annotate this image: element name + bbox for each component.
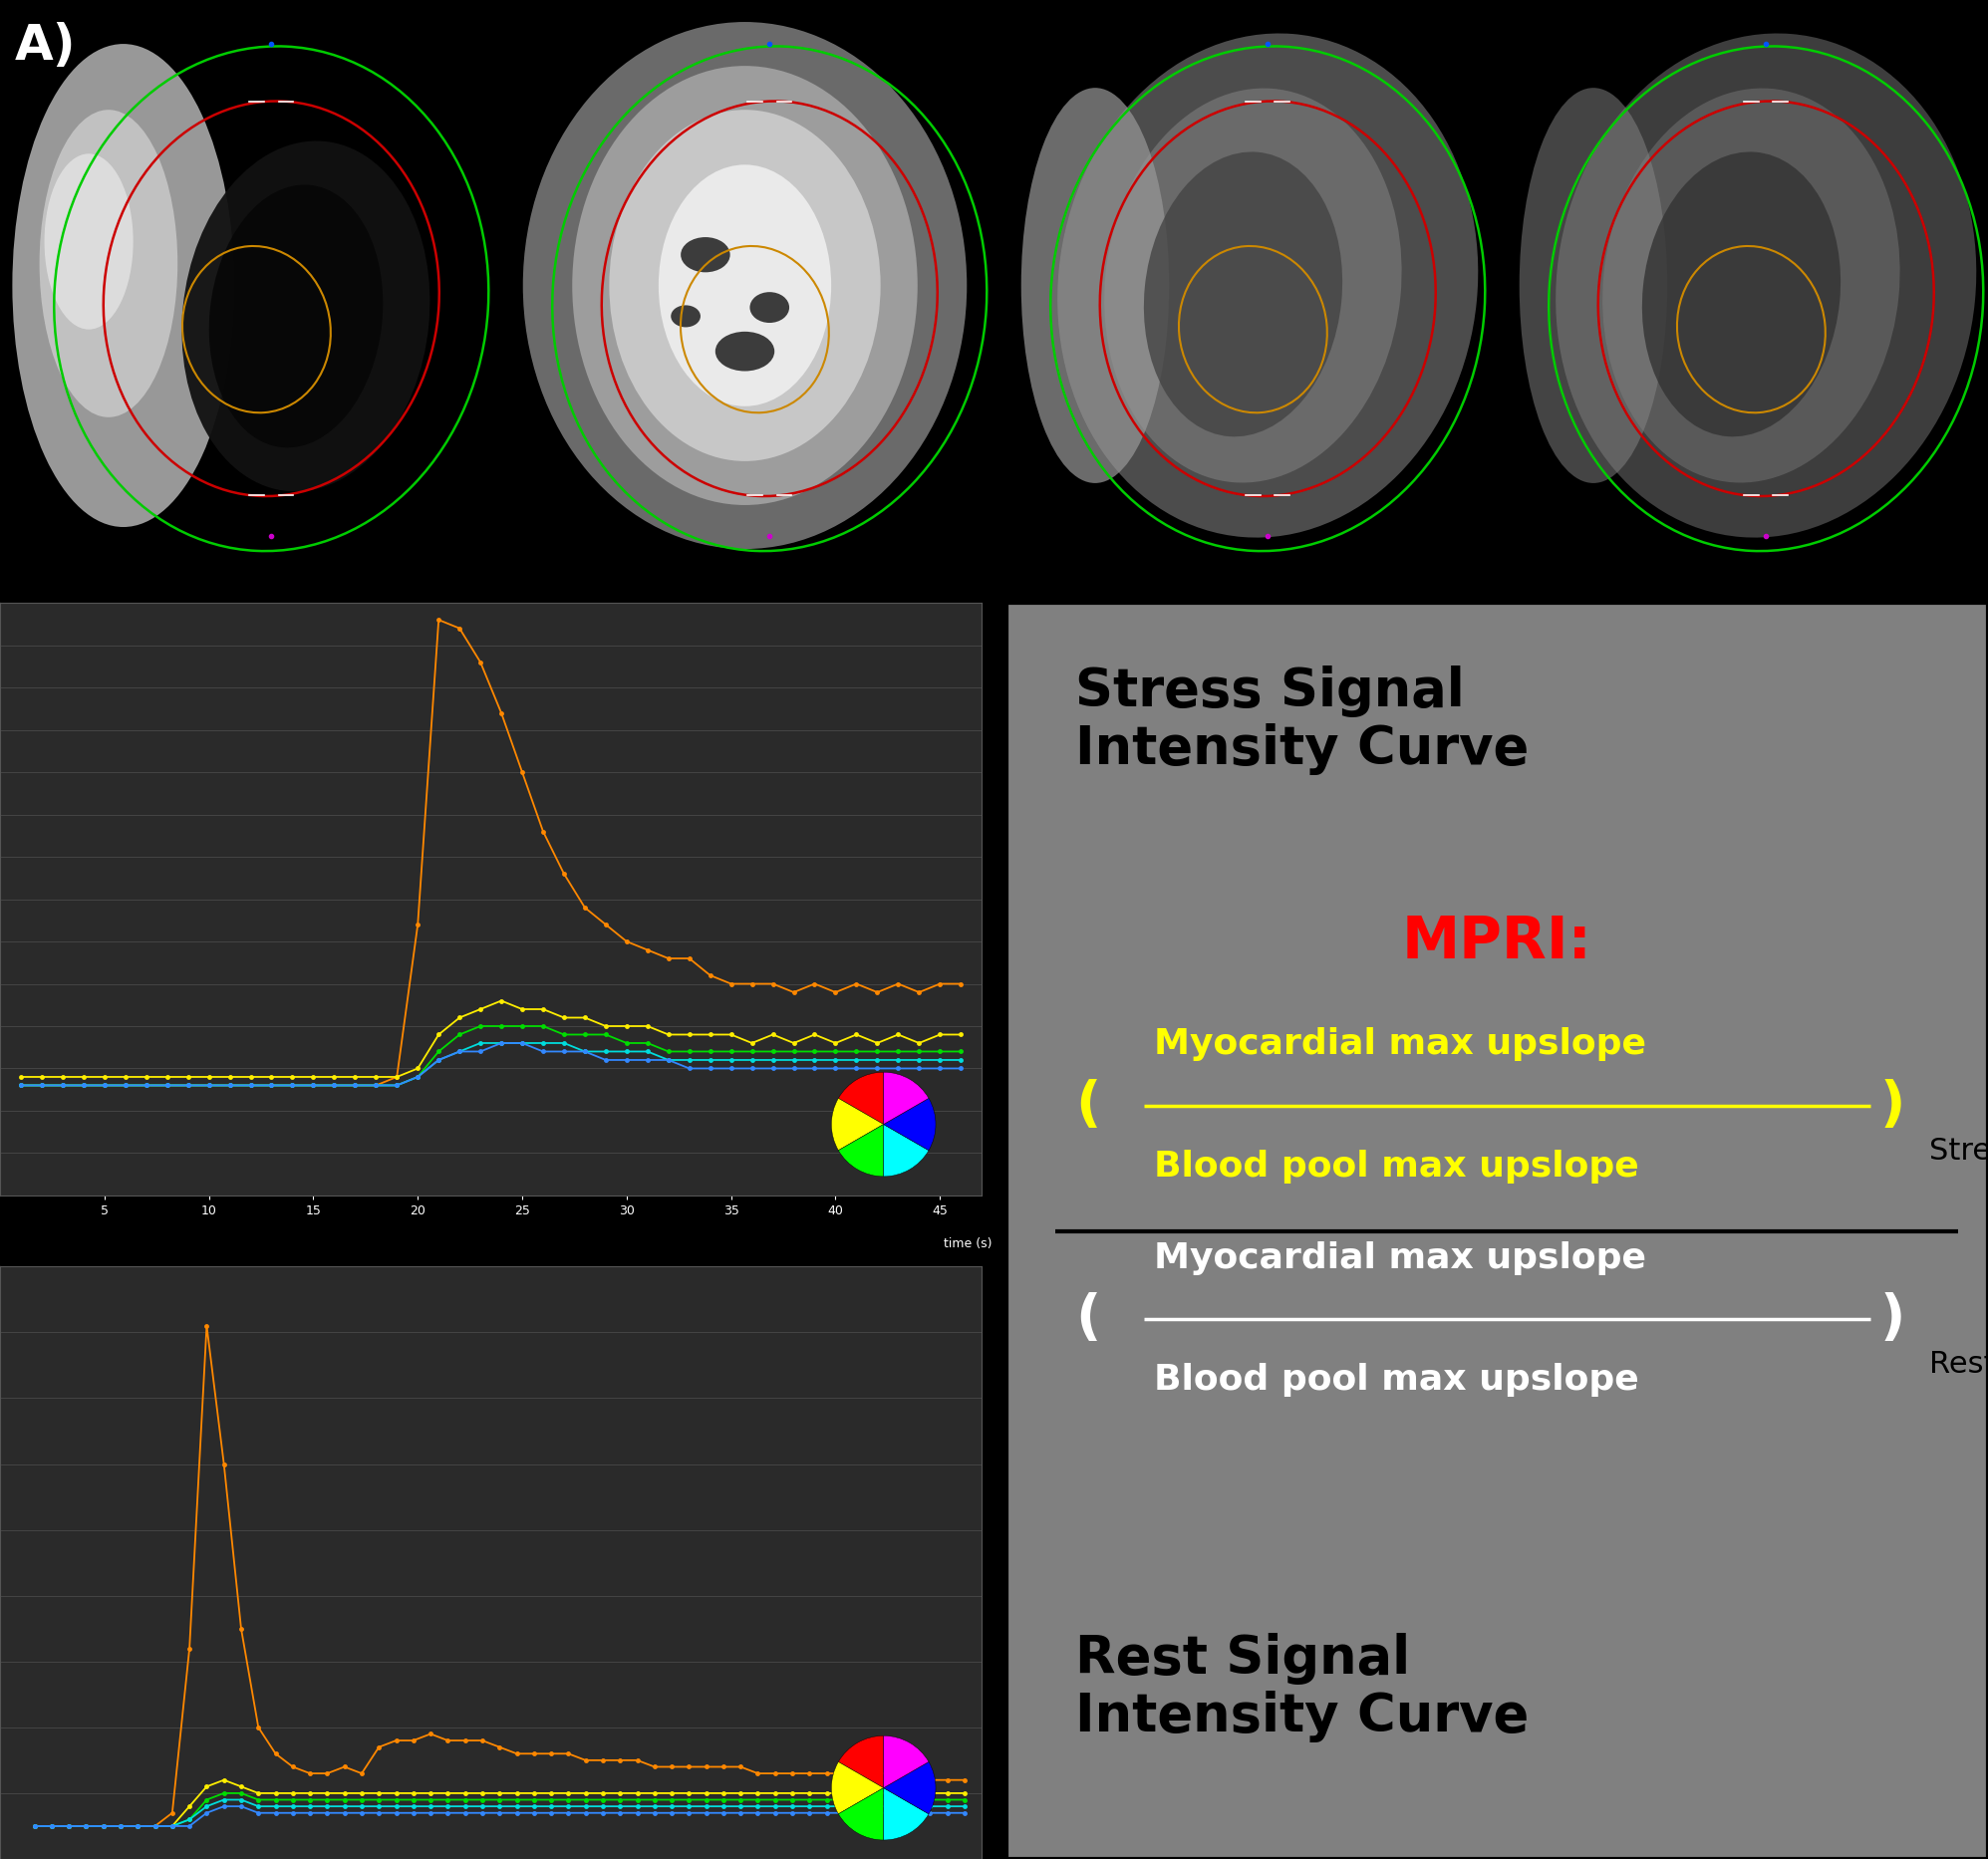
Text: Rest Signal
Intensity Curve: Rest Signal Intensity Curve (1076, 1632, 1529, 1742)
Text: (: ( (1076, 1078, 1099, 1132)
Text: ): ) (1881, 1292, 1905, 1346)
Ellipse shape (670, 305, 700, 327)
Text: (: ( (1076, 1292, 1099, 1346)
Text: Blood pool max upslope: Blood pool max upslope (1153, 1363, 1638, 1396)
Ellipse shape (716, 331, 775, 372)
Text: Stress: Stress (1928, 1136, 1988, 1166)
Text: A): A) (14, 22, 76, 71)
Ellipse shape (1058, 33, 1479, 537)
Ellipse shape (209, 184, 384, 448)
Ellipse shape (573, 65, 918, 506)
Ellipse shape (523, 22, 966, 548)
Text: Rest: Rest (1928, 1350, 1988, 1379)
Text: ): ) (1881, 1078, 1905, 1132)
Text: Myocardial max upslope: Myocardial max upslope (1153, 1028, 1646, 1061)
Text: Myocardial max upslope: Myocardial max upslope (1153, 1242, 1646, 1275)
Ellipse shape (1103, 87, 1402, 483)
Ellipse shape (608, 110, 881, 461)
Ellipse shape (12, 45, 235, 528)
Ellipse shape (181, 141, 429, 491)
Ellipse shape (1557, 33, 1976, 537)
Text: time (s): time (s) (942, 1236, 992, 1249)
Text: Blood pool max upslope: Blood pool max upslope (1153, 1149, 1638, 1182)
Ellipse shape (1022, 87, 1169, 483)
Ellipse shape (1143, 152, 1342, 437)
Ellipse shape (680, 238, 730, 271)
Ellipse shape (1602, 87, 1901, 483)
Text: Stress Signal
Intensity Curve: Stress Signal Intensity Curve (1076, 666, 1529, 775)
Ellipse shape (658, 165, 831, 407)
Ellipse shape (749, 292, 789, 323)
Ellipse shape (1519, 87, 1668, 483)
Ellipse shape (44, 154, 133, 329)
Text: MPRI:: MPRI: (1402, 913, 1592, 970)
Ellipse shape (40, 110, 177, 416)
Ellipse shape (1642, 152, 1841, 437)
